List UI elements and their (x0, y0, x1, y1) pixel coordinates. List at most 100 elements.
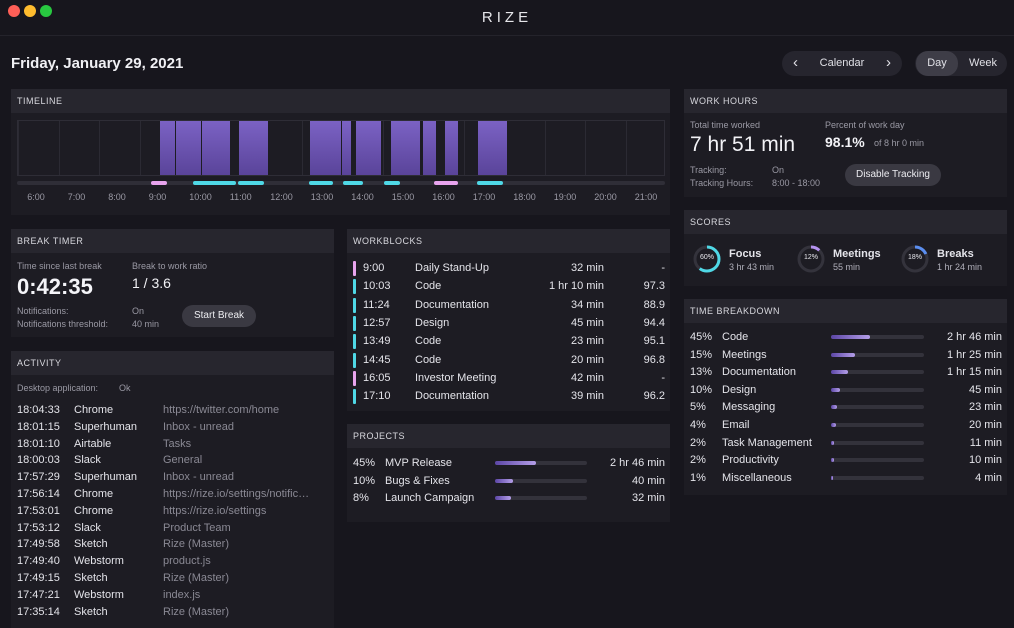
breakdown-bar-fill (831, 458, 834, 463)
breakdown-category[interactable]: Productivity (722, 454, 779, 467)
zoom-window-button[interactable] (40, 5, 52, 17)
breakdown-bar (831, 335, 924, 339)
score-percent: 18% (907, 254, 922, 261)
start-break-button[interactable]: Start Break (182, 305, 256, 327)
timeline-block[interactable] (309, 121, 341, 175)
project-time: 32 min (631, 492, 665, 504)
view-day-button[interactable]: Day (916, 51, 958, 76)
breakdown-category[interactable]: Design (722, 383, 757, 396)
activity-time: 17:47:21 (17, 588, 60, 601)
timeline-block[interactable] (390, 121, 420, 175)
disable-tracking-button[interactable]: Disable Tracking (845, 164, 941, 186)
breakdown-bar-fill (831, 352, 856, 357)
chevron-right-icon[interactable]: › (886, 54, 891, 71)
timeline-block[interactable] (238, 121, 269, 175)
timeline-block[interactable] (202, 121, 230, 175)
timeline-block[interactable] (423, 121, 437, 175)
timeline-block[interactable] (159, 121, 175, 175)
close-window-button[interactable] (8, 5, 20, 17)
activity-detail[interactable]: index.js (163, 588, 201, 601)
workblock-name[interactable]: Documentation (415, 390, 489, 403)
breakdown-category[interactable]: Task Management (722, 436, 812, 449)
activity-time: 17:49:40 (17, 555, 60, 568)
workblock-name[interactable]: Design (415, 316, 450, 329)
breakdown-category[interactable]: Code (722, 331, 749, 343)
workblock-duration: 39 min (570, 390, 604, 403)
workblock-name[interactable]: Code (415, 353, 442, 366)
timeline-hour-label: 20:00 (594, 192, 617, 202)
workblock-name[interactable]: Investor Meeting (415, 371, 497, 384)
scores-title: SCORES (684, 210, 1007, 234)
breakdown-percent: 2% (690, 454, 706, 467)
workblock-name[interactable]: Code (415, 335, 442, 348)
activity-time: 18:01:15 (17, 420, 60, 433)
breakdown-category[interactable]: Email (722, 419, 750, 431)
activity-detail[interactable]: Rize (Master) (163, 538, 230, 551)
breakdown-category[interactable]: Miscellaneous (722, 471, 792, 484)
chevron-left-icon[interactable]: ‹ (793, 54, 798, 71)
project-name[interactable]: MVP Release (385, 457, 453, 469)
activity-detail[interactable]: https://twitter.com/home (163, 404, 280, 416)
workblock-score: 88.9 (643, 298, 665, 311)
score-ring-focus: 60% (692, 244, 722, 274)
timeline-gridline (18, 121, 19, 175)
workblock-name[interactable]: Code (415, 280, 442, 293)
workblocks-panel: WORKBLOCKS 9:00 Daily Stand-Up 32 min - 10:0… (347, 229, 670, 411)
activity-detail[interactable]: product.js (163, 555, 211, 568)
workblock-color-bar (353, 370, 356, 386)
score-label: Focus (729, 248, 762, 260)
workblock-duration: 32 min (570, 262, 604, 274)
timeline-block[interactable] (445, 121, 459, 175)
activity-time: 17:53:01 (17, 504, 60, 517)
timeline-hour-label: 12:00 (270, 192, 293, 202)
activity-detail[interactable]: Inbox - unread (163, 471, 234, 484)
timeline-block[interactable] (342, 121, 352, 175)
breakdown-bar (831, 387, 924, 392)
project-bar-fill (495, 496, 511, 500)
activity-detail[interactable]: Tasks (163, 437, 192, 450)
timeline-hour-label: 15:00 (391, 192, 415, 202)
activity-app: Slack (74, 521, 101, 534)
activity-detail[interactable]: https://rize.io/settings (163, 504, 267, 517)
activity-detail[interactable]: Rize (Master) (163, 605, 230, 618)
activity-detail[interactable]: General (163, 454, 203, 467)
tracking-hours-label: Tracking Hours: (690, 178, 754, 188)
calendar-button[interactable]: Calendar (819, 57, 865, 69)
timeline-block[interactable] (477, 121, 508, 175)
workblock-color-bar (353, 297, 356, 313)
activity-detail[interactable]: Rize (Master) (163, 572, 230, 584)
workblock-score: 95.1 (643, 335, 665, 348)
breakdown-time: 1 hr 25 min (946, 348, 1002, 361)
workblock-duration: 1 hr 10 min (548, 280, 604, 293)
score-ring-fill (901, 245, 929, 273)
workblock-name[interactable]: Daily Stand-Up (415, 262, 489, 274)
timeline-gridline (139, 121, 141, 175)
timeline-block[interactable] (175, 121, 202, 175)
percent-workday-label: Percent of work day (825, 120, 905, 130)
breakdown-category[interactable]: Messaging (722, 401, 776, 414)
timeline-hour-label: 18:00 (513, 192, 536, 202)
view-toggle: Day Week (915, 51, 1007, 76)
minimize-window-button[interactable] (24, 5, 36, 17)
activity-detail[interactable]: Inbox - unread (163, 420, 234, 433)
view-week-button[interactable]: Week (969, 57, 997, 69)
project-name[interactable]: Launch Campaign (385, 492, 475, 504)
breakdown-category[interactable]: Documentation (722, 366, 796, 379)
breakdown-bar-fill (831, 475, 833, 480)
activity-title: ACTIVITY (11, 351, 334, 375)
calendar-nav: ‹ Calendar › (782, 51, 902, 76)
timeline-gridline (301, 121, 303, 175)
breakdown-category[interactable]: Meetings (722, 348, 767, 361)
workblock-name[interactable]: Documentation (415, 298, 489, 311)
total-worked-value: 7 hr 51 min (690, 133, 796, 156)
timeline-chart[interactable] (17, 120, 665, 176)
timeline-hour-label: 6:00 (27, 192, 45, 202)
breakdown-bar (831, 423, 924, 427)
breakdown-time: 10 min (968, 454, 1002, 467)
timeline-block[interactable] (356, 121, 382, 175)
activity-detail[interactable]: https://rize.io/settings/notific… (163, 488, 310, 500)
activity-detail[interactable]: Product Team (163, 521, 231, 534)
activity-app: Airtable (74, 437, 112, 450)
project-name[interactable]: Bugs & Fixes (385, 474, 450, 487)
score-time: 1 hr 24 min (937, 262, 983, 272)
